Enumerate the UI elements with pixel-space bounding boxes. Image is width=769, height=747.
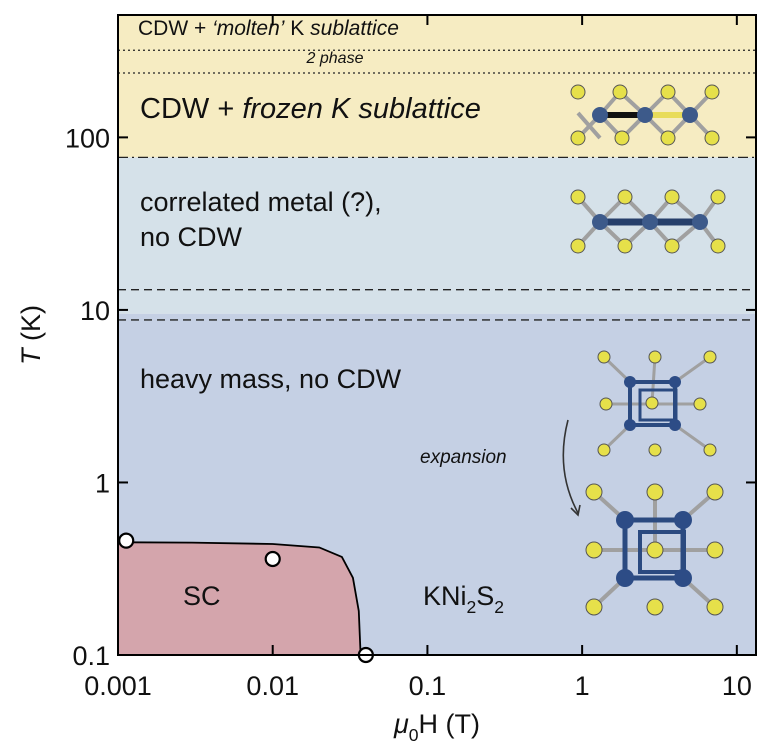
annotation: KNi2S2 [423, 581, 504, 617]
annotation: CDW + ‘molten’ K sublattice [138, 17, 399, 40]
phase-region [118, 157, 756, 314]
y-tick-label: 1 [95, 468, 110, 498]
annotation: SC [183, 581, 221, 611]
text-part: heavy mass, no CDW [140, 364, 402, 394]
annotation: correlated metal (?), [140, 187, 382, 217]
y-axis-label: T (K) [16, 305, 46, 365]
y-tick-label: 0.1 [72, 641, 110, 671]
data-point [118, 532, 135, 549]
x-tick-label: 10 [722, 671, 752, 701]
annotation: heavy mass, no CDW [140, 364, 402, 394]
text-part: 2 phase [306, 50, 364, 67]
text-part: CDW + [138, 17, 212, 40]
text-part: 0 [409, 725, 419, 745]
sc-region [118, 542, 361, 655]
data-point [264, 550, 281, 568]
text-part: (K) [16, 305, 46, 349]
text-part: CDW + [140, 93, 242, 125]
crystal-insets [562, 84, 726, 616]
x-axis-label: μ0H (T) [393, 709, 480, 745]
x-tick-label: 1 [575, 671, 590, 701]
y-tick-label: 10 [80, 296, 110, 326]
text-part: ‘molten’ [212, 17, 285, 40]
x-tick-label: 0.1 [409, 671, 447, 701]
x-tick-label: 0.01 [246, 671, 299, 701]
text-part: 2 [467, 597, 477, 617]
text-part: S [476, 581, 494, 611]
regions [118, 15, 756, 655]
text-part: no CDW [140, 222, 243, 252]
text-part: expansion [420, 447, 507, 468]
annotation: no CDW [140, 222, 243, 252]
text-part: KNi [423, 581, 467, 611]
text-part: K [284, 17, 310, 40]
plot-layer: CDW + ‘molten’ K sublattice 2 phase CDW + … [16, 14, 757, 745]
plot-frame [117, 14, 757, 656]
y-tick-label: 100 [65, 123, 110, 153]
text-part: correlated metal (?), [140, 187, 382, 217]
text-part: sublattice [310, 17, 399, 40]
text-part: T [16, 346, 46, 365]
text-part: H (T) [419, 709, 480, 739]
sc-boundary [117, 541, 362, 656]
text-part: 2 [494, 597, 504, 617]
text-part: frozen K sublattice [242, 93, 481, 125]
text-part: SC [183, 581, 221, 611]
phase-region [118, 15, 756, 158]
annotation: expansion [420, 447, 507, 468]
text-part: μ [393, 709, 409, 739]
x-tick-label: 0.001 [84, 671, 152, 701]
annotation: CDW + frozen K sublattice [140, 93, 481, 125]
annotation: 2 phase [306, 50, 364, 67]
